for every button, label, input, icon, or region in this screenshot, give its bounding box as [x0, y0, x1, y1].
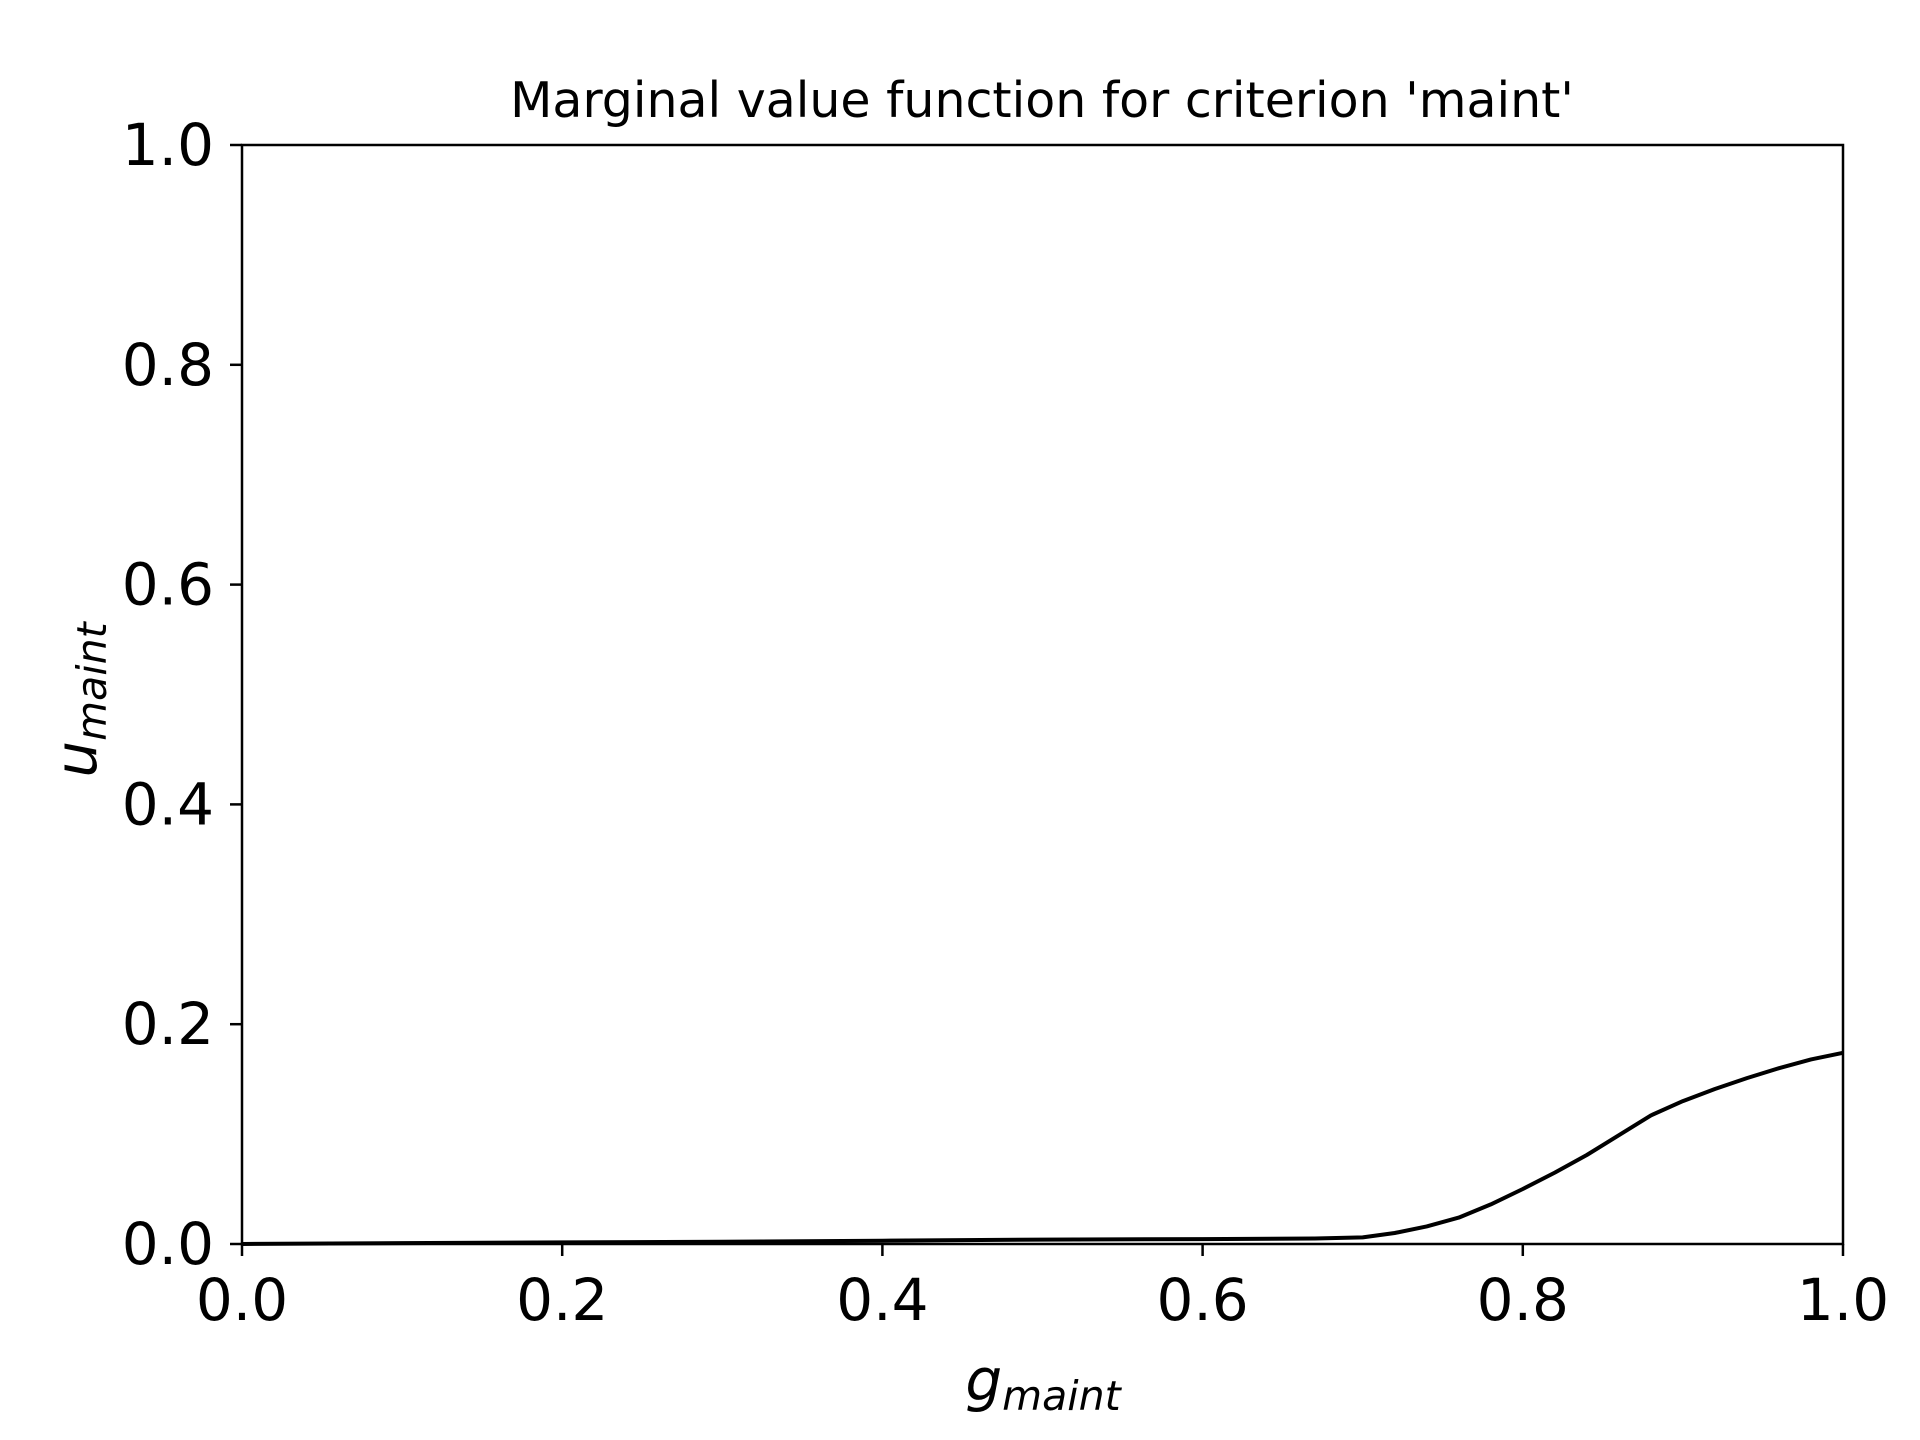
chart-title: Marginal value function for criterion 'm…: [510, 72, 1574, 129]
x-tick-label: 0.6: [1156, 1266, 1248, 1334]
x-tick-label: 0.0: [196, 1266, 288, 1334]
x-tick-label: 0.8: [1477, 1266, 1569, 1334]
plot-area: [240, 143, 1845, 1246]
series-line-0: [241, 1050, 1844, 1246]
y-axis: 0.0 0.2 0.4 0.6 0.8 1.0: [122, 111, 242, 1278]
x-tick-label: 0.2: [516, 1266, 608, 1334]
x-tick-label: 0.4: [836, 1266, 928, 1334]
x-axis-label-sub: maint: [1002, 1372, 1122, 1420]
y-tick-label: 0.8: [122, 331, 214, 399]
y-axis-label-sub: maint: [68, 620, 116, 740]
y-tick-label: 1.0: [122, 111, 214, 179]
y-axis-label: umaint: [42, 620, 116, 777]
y-tick-label: 0.4: [122, 770, 214, 838]
x-axis: 0.0 0.2 0.4 0.6 0.8 1.0: [196, 1244, 1889, 1334]
plot-frame: [240, 143, 1845, 1246]
x-tick-label: 1.0: [1797, 1266, 1889, 1334]
y-tick-label: 0.0: [122, 1210, 214, 1278]
y-axis-label-main: u: [42, 741, 110, 778]
y-tick-label: 0.6: [122, 551, 214, 619]
y-tick-label: 0.2: [122, 990, 214, 1058]
x-axis-label-main: g: [965, 1346, 1002, 1414]
x-axis-label: gmaint: [965, 1346, 1122, 1420]
